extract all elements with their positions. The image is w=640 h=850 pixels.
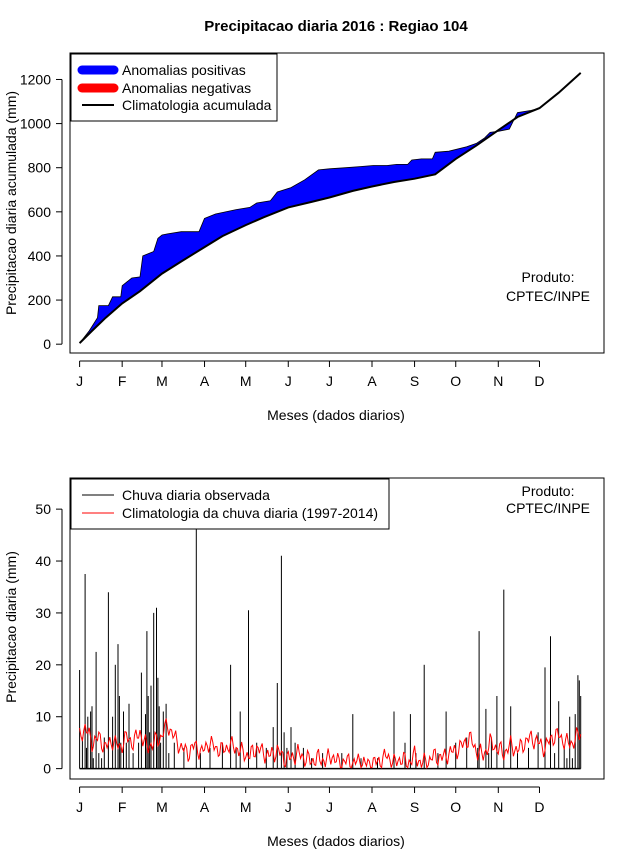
top-y-tick-label: 1000 [20,116,51,132]
bottom-x-tick-label: A [200,799,210,815]
top-x-tick-label: M [240,373,252,389]
bottom-y-axis: 0 10 20 30 40 50 [35,501,63,777]
top-x-tick-label: S [410,373,419,389]
bottom-x-tick-label: O [450,799,461,815]
accumulated-climatology-line [78,72,582,344]
top-y-tick-label: 0 [43,336,51,352]
bottom-y-label: Precipitacao diaria (mm) [3,551,19,703]
top-x-tick-label: A [367,373,377,389]
top-x-tick-label: J [326,373,333,389]
bottom-x-tick-label: J [76,799,83,815]
bottom-x-tick-label: M [156,799,168,815]
top-plot-box [69,52,605,354]
legend-label-negative: Anomalias negativas [122,80,251,96]
top-panel: 0 200 400 600 800 1000 1200 J F M A M J J A S O N D Meses… [3,52,605,423]
top-x-tick-label: F [118,373,127,389]
top-legend: Anomalias positivas Anomalias negativas … [70,53,278,122]
bottom-x-tick-label: A [367,799,377,815]
bottom-y-tick-label: 20 [35,657,51,673]
top-y-label: Precipitacao diaria acumulada (mm) [3,91,19,315]
bottom-x-label: Meses (dados diarios) [267,833,405,849]
top-x-tick-label: M [156,373,168,389]
chart-title: Precipitacao diaria 2016 : Regiao 104 [204,18,468,35]
legend-label-positive: Anomalias positivas [122,62,246,78]
top-x-tick-label: D [534,373,544,389]
legend-label-climatology: Climatologia acumulada [122,97,272,113]
top-x-tick-label: N [493,373,503,389]
bottom-y-tick-label: 50 [35,501,51,517]
bottom-x-tick-label: N [493,799,503,815]
bottom-x-tick-label: F [118,799,127,815]
top-x-tick-label: O [450,373,461,389]
top-y-tick-label: 200 [28,292,52,308]
top-annotation-line-1: Produto: [522,269,575,285]
legend-label-daily-climatology: Climatologia da chuva diaria (1997-2014) [122,505,378,521]
bottom-x-tick-label: D [534,799,544,815]
bottom-annotation-line-1: Produto: [522,483,575,499]
top-y-tick-label: 400 [28,248,52,264]
bottom-y-tick-label: 40 [35,553,51,569]
top-x-tick-label: J [285,373,292,389]
top-x-label: Meses (dados diarios) [267,407,405,423]
bottom-x-tick-label: M [240,799,252,815]
top-y-tick-label: 600 [28,204,52,220]
bottom-annotation-line-2: CPTEC/INPE [506,500,590,516]
bottom-y-tick-label: 10 [35,709,51,725]
top-y-tick-label: 1200 [20,71,51,87]
top-y-axis: 0 200 400 600 800 1000 1200 [20,71,63,352]
top-x-tick-label: A [200,373,210,389]
bottom-legend-box [70,478,390,530]
daily-climatology-line [79,718,582,770]
top-y-tick-label: 800 [28,160,52,176]
bottom-plot-box [69,477,605,780]
top-annotation-line-2: CPTEC/INPE [506,288,590,304]
bottom-panel: 0 10 20 30 40 50 J F M A M J J A S O N D Meses (dados di… [3,477,605,849]
bottom-x-tick-label: J [285,799,292,815]
bottom-x-tick-label: J [326,799,333,815]
legend-label-observed: Chuva diaria observada [122,487,270,503]
bottom-legend: Chuva diaria observada Climatologia da c… [70,478,390,530]
bottom-y-tick-label: 0 [43,761,51,777]
bottom-y-tick-label: 30 [35,605,51,621]
top-x-tick-label: J [76,373,83,389]
bottom-x-tick-label: S [410,799,419,815]
